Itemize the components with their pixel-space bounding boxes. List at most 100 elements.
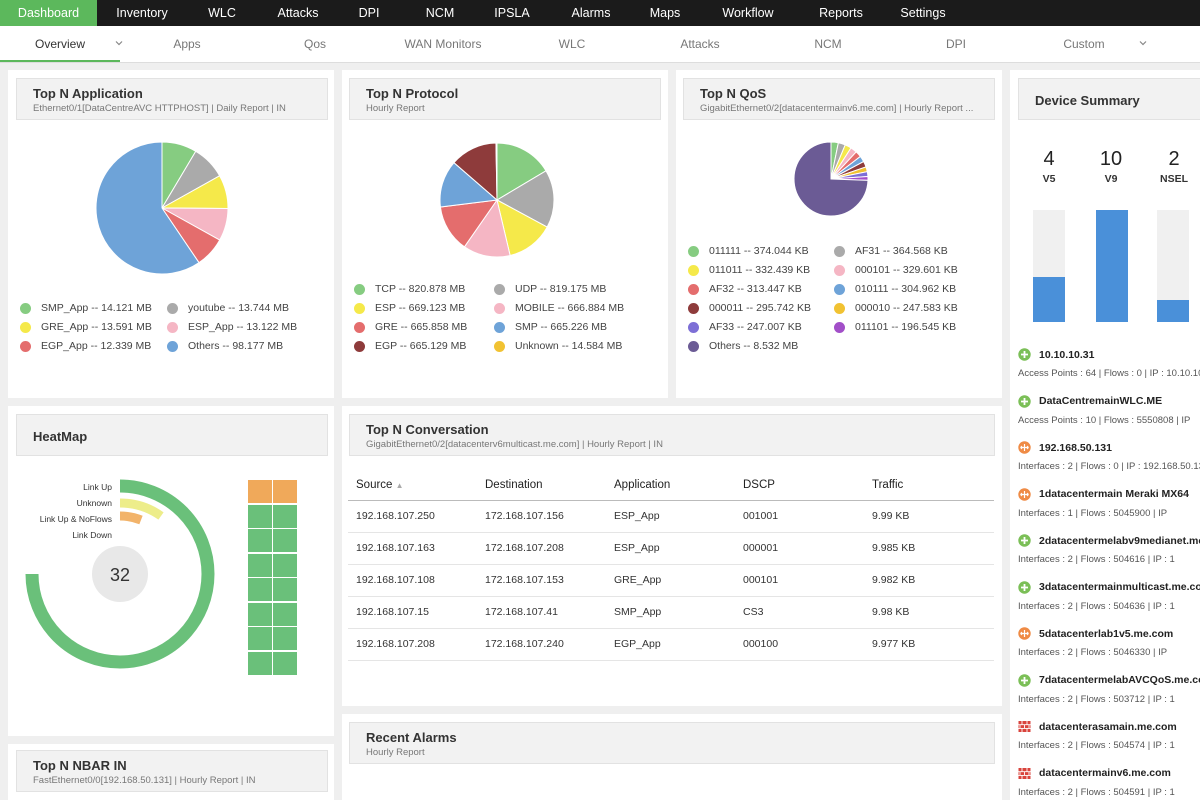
legend-item[interactable]: 011101 -- 196.545 KB — [834, 321, 956, 333]
ring-unknown[interactable] — [119, 498, 164, 520]
legend-item[interactable]: ESP_App -- 13.122 MB — [167, 321, 297, 333]
bar-nsel[interactable] — [1157, 300, 1189, 322]
device-item[interactable]: 10.10.10.31 Access Points : 64 | Flows : … — [1018, 348, 1200, 379]
device-name[interactable]: 1datacentermain Meraki MX64 — [1039, 488, 1189, 500]
heatmap-radial-chart[interactable]: 32 Link Up Unknown Link Up & NoFlows Lin… — [18, 470, 218, 680]
column-header-dscp[interactable]: DSCP — [735, 470, 864, 501]
subtab-attacks[interactable]: Attacks — [680, 37, 720, 51]
heatmap-cell[interactable] — [248, 553, 272, 577]
tab-ncm[interactable]: NCM — [425, 6, 455, 20]
subtab-dpi[interactable]: DPI — [945, 37, 966, 51]
legend-item[interactable]: SMP_App -- 14.121 MB — [20, 302, 152, 314]
subtab-overview[interactable]: Overview — [0, 26, 120, 62]
subtab-custom[interactable]: Custom — [1063, 37, 1105, 51]
subtab-apps[interactable]: Apps — [173, 37, 201, 51]
tab-maps[interactable]: Maps — [649, 6, 681, 20]
heatmap-cell[interactable] — [248, 529, 272, 552]
heatmap-cell[interactable] — [248, 627, 272, 650]
legend-item[interactable]: AF32 -- 313.447 KB — [688, 283, 802, 295]
heatmap-cell[interactable] — [273, 480, 297, 503]
legend-item[interactable]: MOBILE -- 666.884 MB — [494, 302, 624, 314]
pie-slice[interactable] — [496, 142, 547, 201]
heatmap-cell[interactable] — [273, 504, 297, 528]
device-name[interactable]: 192.168.50.131 — [1039, 441, 1112, 454]
device-name[interactable]: 10.10.10.31 — [1039, 348, 1095, 361]
device-item[interactable]: DataCentremainWLC.ME Access Points : 10 |… — [1018, 394, 1200, 426]
legend-item[interactable]: 011111 -- 374.044 KB — [688, 245, 809, 257]
ring-link-up-noflows[interactable] — [119, 511, 143, 525]
column-header-destination[interactable]: Destination — [477, 470, 606, 501]
device-name[interactable]: 2datacentermelabv9medianet.me — [1039, 534, 1200, 547]
legend-item[interactable]: 000011 -- 295.742 KB — [688, 302, 811, 314]
heatmap-cell[interactable] — [273, 553, 297, 577]
subtab-wan-monitors[interactable]: WAN Monitors — [404, 37, 482, 51]
application-pie-chart[interactable] — [92, 138, 232, 278]
legend-item[interactable]: AF31 -- 364.568 KB — [834, 245, 948, 257]
subtab-wlc[interactable]: WLC — [558, 37, 586, 51]
bar-v5[interactable] — [1033, 277, 1065, 322]
sort-icon[interactable]: ▲ — [395, 480, 404, 490]
device-item[interactable]: 1datacentermain Meraki MX64 Interfaces : … — [1018, 487, 1200, 519]
device-item[interactable]: 5datacenterlab1v5.me.com Interfaces : 2 |… — [1018, 627, 1200, 658]
protocol-pie-chart[interactable] — [439, 142, 555, 258]
tab-workflow[interactable]: Workflow — [722, 6, 774, 20]
legend-item[interactable]: 000101 -- 329.601 KB — [834, 264, 958, 276]
legend-item[interactable]: 011011 -- 332.439 KB — [688, 264, 810, 276]
device-name[interactable]: 7datacentermelabAVCQoS.me.com — [1039, 674, 1200, 686]
subtab-ncm[interactable]: NCM — [814, 37, 842, 51]
legend-item[interactable]: youtube -- 13.744 MB — [167, 302, 289, 314]
tab-reports[interactable]: Reports — [819, 6, 863, 20]
legend-item[interactable]: AF33 -- 247.007 KB — [688, 321, 802, 333]
tab-dpi[interactable]: DPI — [358, 6, 380, 20]
heatmap-cell[interactable] — [248, 480, 272, 503]
tab-ipsla[interactable]: IPSLA — [494, 6, 530, 20]
heatmap-cell[interactable] — [248, 504, 272, 528]
device-name[interactable]: datacenterasamain.me.com — [1039, 720, 1177, 733]
device-name[interactable]: 3datacentermainmulticast.me.com — [1039, 581, 1200, 593]
count-v5[interactable]: 4 V5 — [1029, 148, 1069, 185]
device-item[interactable]: 7datacentermelabAVCQoS.me.com Interfaces … — [1018, 673, 1200, 705]
heatmap-cell[interactable] — [248, 602, 272, 626]
device-item[interactable]: 3datacentermainmulticast.me.com Interface… — [1018, 580, 1200, 612]
device-item[interactable]: datacenterasamain.me.com Interfaces : 2 |… — [1018, 720, 1200, 752]
heatmap-cell[interactable] — [273, 627, 297, 650]
legend-item[interactable]: TCP -- 820.878 MB — [354, 283, 465, 295]
legend-item[interactable]: ESP -- 669.123 MB — [354, 302, 465, 314]
bar-v9[interactable] — [1096, 210, 1128, 322]
heatmap-cell[interactable] — [273, 578, 297, 601]
legend-item[interactable]: SMP -- 665.226 MB — [494, 321, 607, 333]
legend-item[interactable]: GRE -- 665.858 MB — [354, 321, 467, 333]
pie-slice[interactable] — [495, 142, 498, 201]
legend-item[interactable]: Unknown -- 14.584 MB — [494, 340, 622, 352]
count-v9[interactable]: 10 V9 — [1091, 148, 1131, 185]
legend-item[interactable]: EGP_App -- 12.339 MB — [20, 340, 151, 352]
table-row[interactable]: 192.168.107.108 172.168.107.153 GRE_App 000… — [348, 564, 994, 597]
tab-attacks[interactable]: Attacks — [277, 6, 319, 20]
table-row[interactable]: 192.168.107.208 172.168.107.240 EGP_App 000… — [348, 628, 994, 661]
pie-slice[interactable] — [793, 141, 869, 217]
device-item[interactable]: 192.168.50.131 Interfaces : 2 | Flows : 0… — [1018, 441, 1200, 472]
device-item[interactable]: datacentermainv6.me.com Interfaces : 2 | … — [1018, 767, 1200, 798]
pie-slice[interactable] — [95, 141, 200, 275]
legend-item[interactable]: Others -- 98.177 MB — [167, 340, 283, 352]
device-name[interactable]: 5datacenterlab1v5.me.com — [1039, 627, 1174, 640]
ring-link-up[interactable] — [25, 479, 215, 669]
legend-item[interactable]: Others -- 8.532 MB — [688, 340, 798, 352]
heatmap-cell[interactable] — [248, 578, 272, 601]
subtab-qos[interactable]: Qos — [303, 37, 326, 51]
column-header-source[interactable]: Source ▲ — [348, 470, 477, 501]
count-nsel[interactable]: 2 NSEL — [1154, 148, 1194, 185]
legend-item[interactable]: EGP -- 665.129 MB — [354, 340, 466, 352]
column-header-application[interactable]: Application — [606, 470, 735, 501]
table-row[interactable]: 192.168.107.250 172.168.107.156 ESP_App 001… — [348, 500, 994, 533]
tab-alarms[interactable]: Alarms — [571, 6, 611, 20]
heatmap-cell[interactable] — [273, 529, 297, 552]
qos-pie-chart[interactable] — [793, 141, 869, 217]
pie-slice[interactable] — [495, 170, 555, 228]
tab-inventory[interactable]: Inventory — [116, 6, 168, 20]
tab-dashboard[interactable]: Dashboard — [0, 0, 97, 26]
table-row[interactable]: 192.168.107.15 172.168.107.41 SMP_App CS3 9.… — [348, 596, 994, 629]
column-header-traffic[interactable]: Traffic — [864, 470, 994, 501]
tab-settings[interactable]: Settings — [900, 6, 946, 20]
heatmap-cell[interactable] — [273, 602, 297, 626]
